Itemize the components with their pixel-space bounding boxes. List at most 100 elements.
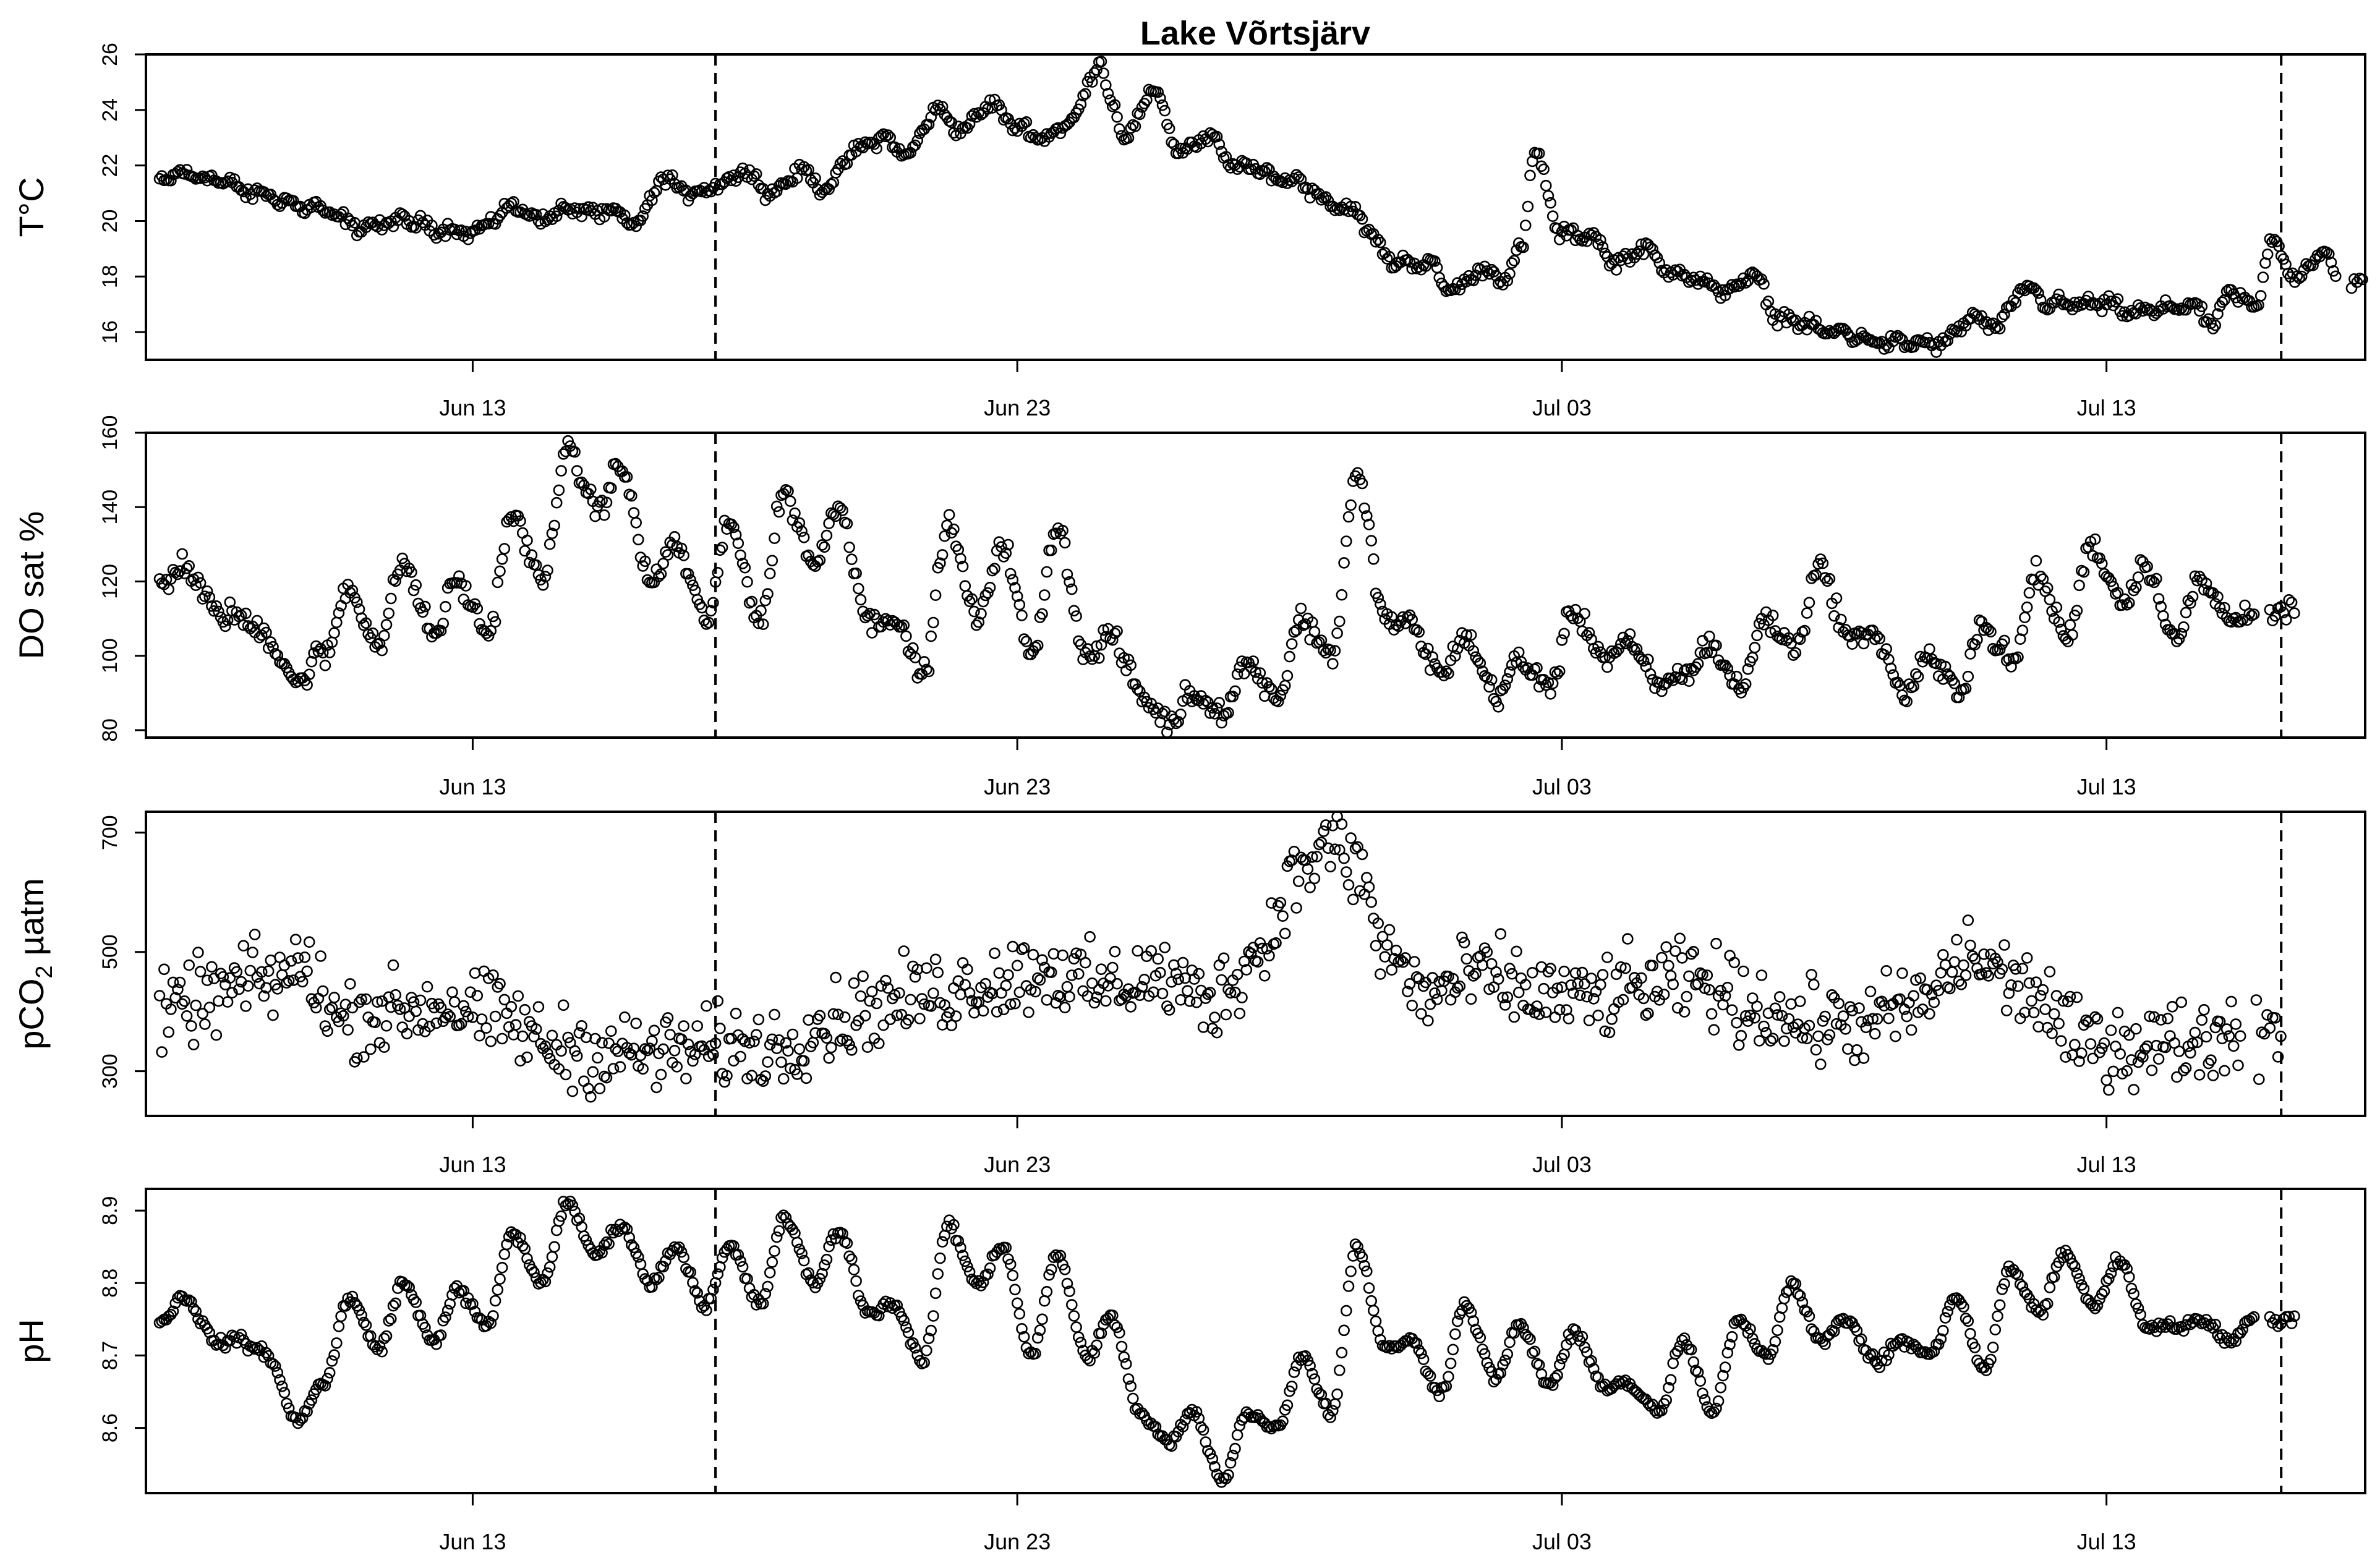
data-point: [440, 600, 451, 613]
data-point: [1874, 1361, 1885, 1374]
data-point: [1231, 969, 1243, 981]
data-point: [1579, 978, 1590, 990]
data-point: [492, 981, 504, 993]
data-point: [1334, 615, 1346, 628]
data-point: [562, 1031, 574, 1044]
data-point: [1937, 1325, 1949, 1337]
y-tick-label: 8.9: [98, 1196, 122, 1225]
data-point: [1404, 256, 1416, 268]
data-point: [519, 1243, 531, 1255]
data-point: [923, 665, 935, 678]
data-point: [2178, 1065, 2190, 1076]
data-point: [1422, 1015, 1434, 1027]
data-point: [351, 1052, 363, 1064]
data-point: [1311, 851, 1323, 862]
data-point: [1490, 696, 1502, 707]
data-point: [1631, 643, 1643, 655]
data-point: [322, 1373, 333, 1385]
data-point: [2110, 1041, 2122, 1052]
data-point: [1031, 639, 1044, 652]
data-point: [2300, 258, 2312, 270]
data-point: [1937, 949, 1949, 961]
data-point: [2041, 582, 2054, 594]
data-point: [902, 1014, 915, 1026]
data-point: [993, 967, 1005, 979]
data-point: [1338, 853, 1350, 864]
data-point: [2023, 977, 2036, 989]
data-point: [1742, 663, 1754, 675]
data-point: [902, 1327, 915, 1339]
data-point: [1427, 651, 1438, 663]
data-point: [319, 1020, 331, 1032]
data-point: [328, 627, 340, 639]
data-point: [923, 119, 935, 130]
data-point: [1190, 1406, 1203, 1418]
data-point: [621, 1223, 633, 1235]
data-point: [1286, 1381, 1298, 1392]
data-point: [943, 1007, 955, 1019]
data-point: [342, 1024, 354, 1036]
data-point: [378, 1332, 390, 1345]
data-point: [725, 174, 738, 187]
data-point: [1603, 1026, 1616, 1039]
data-point: [1851, 1044, 1863, 1056]
data-point: [1499, 679, 1511, 691]
data-point: [1846, 638, 1858, 650]
data-point: [2232, 1059, 2244, 1071]
data-point: [1204, 987, 1216, 998]
data-point: [163, 1026, 175, 1038]
data-point: [1685, 275, 1697, 287]
data-point: [2180, 1319, 2192, 1331]
data-point: [861, 1041, 874, 1053]
data-point: [1908, 990, 1919, 1002]
data-point: [2275, 1031, 2287, 1042]
data-point: [2219, 1065, 2230, 1077]
data-point: [1281, 1399, 1294, 1411]
data-point: [1978, 948, 1990, 960]
data-point: [857, 970, 869, 982]
data-point: [487, 610, 499, 623]
data-point: [657, 1261, 669, 1273]
data-point: [335, 1007, 347, 1020]
data-point: [1361, 872, 1373, 883]
data-point: [984, 1262, 996, 1274]
data-point: [1336, 818, 1348, 830]
data-point: [1485, 674, 1498, 686]
data-point: [206, 961, 218, 973]
data-point: [1229, 1442, 1241, 1455]
data-point: [1692, 658, 1704, 670]
data-point: [2096, 1288, 2108, 1300]
data-point: [2076, 1047, 2088, 1059]
data-point: [1704, 1405, 1715, 1418]
data-point: [1602, 951, 1613, 963]
data-point: [653, 570, 665, 582]
data-point: [560, 1068, 572, 1081]
data-point: [221, 996, 234, 1008]
data-point: [2121, 1065, 2133, 1077]
data-point: [859, 1010, 871, 1022]
data-point: [1372, 917, 1384, 929]
data-point: [1091, 1339, 1103, 1352]
data-point: [769, 1008, 780, 1021]
data-point: [1987, 1342, 1999, 1353]
data-point: [1742, 1015, 1754, 1027]
data-point: [1939, 660, 1951, 673]
data-point: [351, 596, 363, 608]
data-point: [555, 465, 567, 477]
data-point: [2246, 1313, 2258, 1324]
data-point: [1361, 1266, 1373, 1277]
data-point: [736, 1261, 749, 1273]
data-point: [796, 163, 808, 176]
data-point: [1840, 1023, 1851, 1035]
data-point: [2234, 616, 2246, 628]
data-point: [1731, 670, 1742, 683]
data-point: [1629, 972, 1640, 984]
data-point: [1951, 934, 1963, 946]
data-point: [1758, 1020, 1770, 1032]
data-point: [2034, 570, 2047, 582]
data-point: [1546, 1379, 1559, 1391]
data-point: [532, 1001, 545, 1013]
data-point: [766, 1256, 778, 1268]
data-point: [1073, 1331, 1085, 1343]
data-point: [1803, 1310, 1815, 1322]
